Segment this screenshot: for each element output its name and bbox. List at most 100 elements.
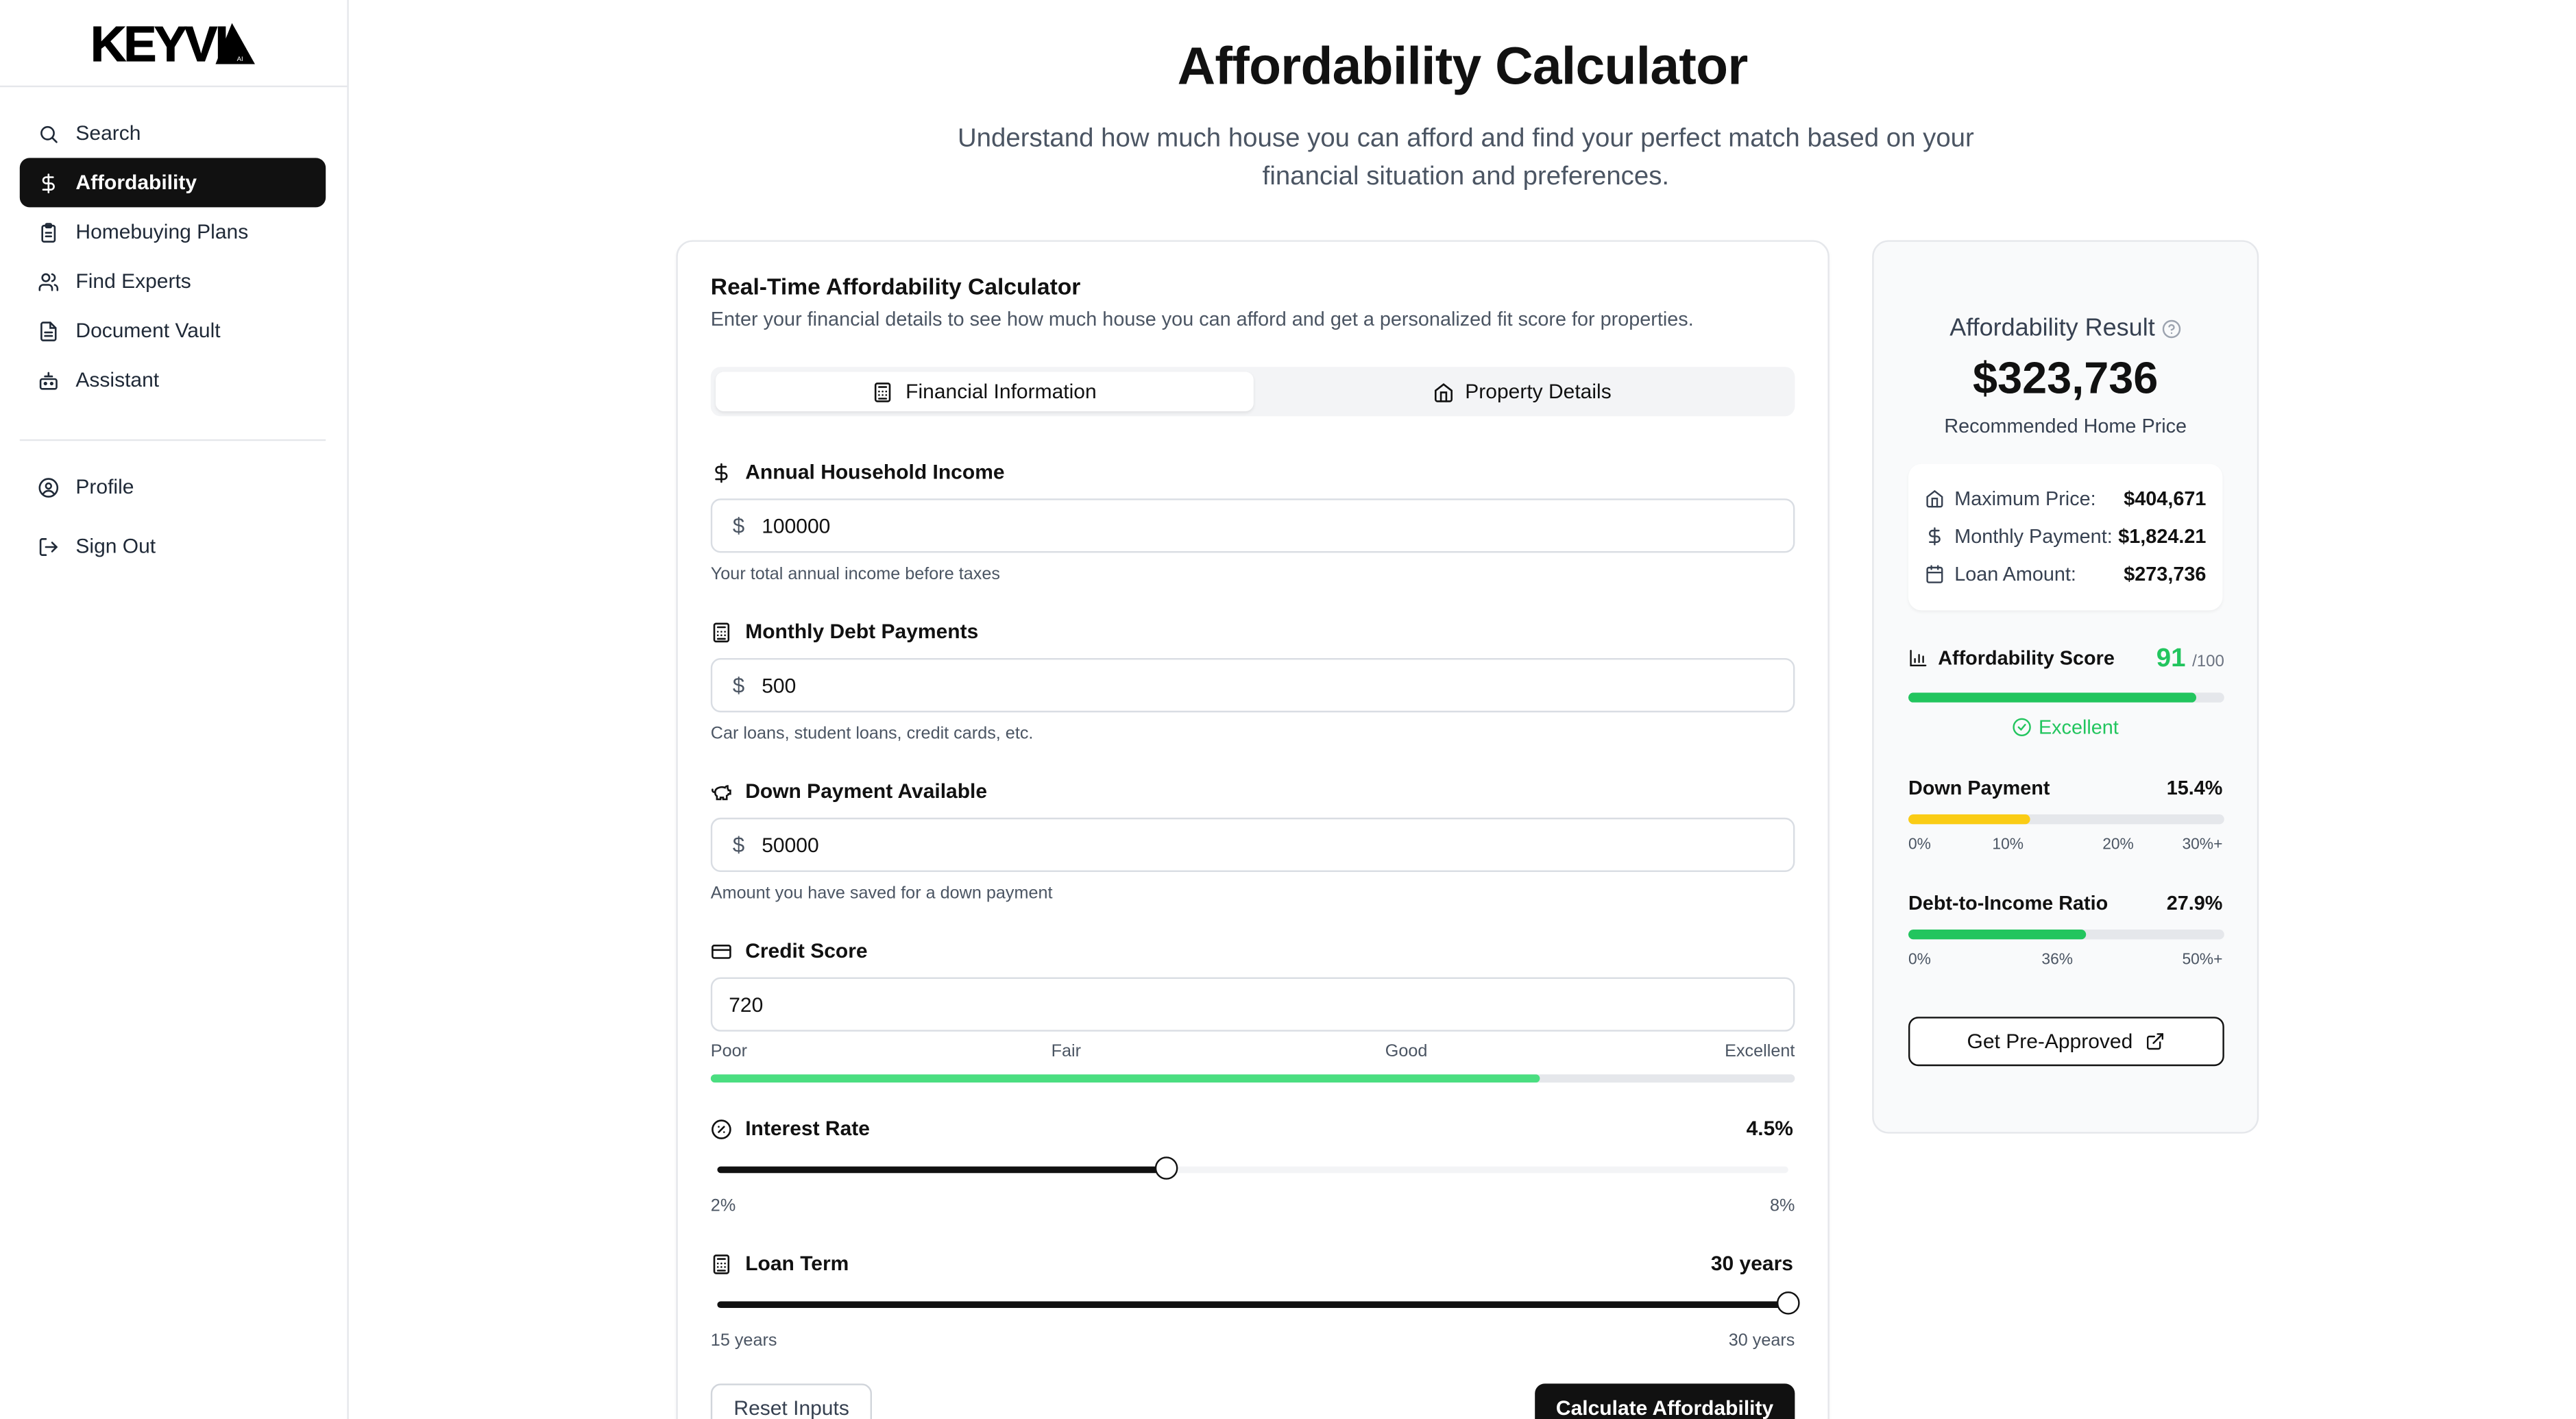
calculate-affordability-button[interactable]: Calculate Affordability xyxy=(1534,1383,1795,1419)
maximum-price-row: Maximum Price: $404,671 xyxy=(1925,485,2206,511)
piggy-bank-icon xyxy=(711,780,734,803)
dti-metric: Debt-to-Income Ratio 27.9% xyxy=(1908,892,2222,915)
dti-bar-fill xyxy=(1908,930,2086,940)
loan-amount-row: Loan Amount: $273,736 xyxy=(1925,561,2206,587)
scale-label-good: Good xyxy=(1385,1041,1428,1062)
affordability-score: 91 /100 xyxy=(2156,645,2224,675)
credit-score-input[interactable] xyxy=(712,993,1700,1016)
tab-label: Property Details xyxy=(1465,380,1612,403)
sidebar-item-label: Sign Out xyxy=(75,535,156,558)
bot-icon xyxy=(36,369,60,392)
tick-label: 0% xyxy=(1908,836,1931,854)
scale-label-fair: Fair xyxy=(1051,1041,1082,1062)
sidebar-item-find-experts[interactable]: Find Experts xyxy=(20,256,326,306)
sidebar-item-label: Profile xyxy=(75,475,134,499)
clipboard-icon xyxy=(36,221,60,244)
loan-term-slider-thumb[interactable] xyxy=(1777,1291,1800,1315)
calculator-icon xyxy=(711,620,734,644)
monthly-payment-row: Monthly Payment: $1,824.21 xyxy=(1925,523,2206,549)
sidebar-item-profile[interactable]: Profile xyxy=(20,462,326,511)
monthly-debt-input[interactable] xyxy=(762,673,1749,697)
scale-label-poor: Poor xyxy=(710,1041,748,1062)
sidebar-item-assistant[interactable]: Assistant xyxy=(20,355,326,404)
field-label-text: Annual Household Income xyxy=(745,461,1005,484)
affordability-score-bar xyxy=(1908,692,2224,703)
logo-suffix: AI xyxy=(237,56,243,63)
sidebar-item-document-vault[interactable]: Document Vault xyxy=(20,306,326,355)
sidebar-item-sign-out[interactable]: Sign Out xyxy=(20,522,326,571)
tab-label: Financial Information xyxy=(906,380,1097,403)
percent-badge-icon xyxy=(711,1117,734,1141)
slider-min-label: 15 years xyxy=(710,1331,777,1351)
dti-bar xyxy=(1908,930,2224,940)
down-payment-hint: Amount you have saved for a down payment xyxy=(710,883,1053,903)
slider-max-label: 30 years xyxy=(1728,1331,1795,1351)
row-value: $1,824.21 xyxy=(2118,524,2207,548)
users-icon xyxy=(36,270,60,293)
interest-rate-label: Interest Rate xyxy=(711,1117,870,1141)
calculator-tabs: Financial Information Property Details xyxy=(710,367,1795,417)
interest-rate-slider[interactable] xyxy=(717,1156,1788,1180)
score-rating: Excellent xyxy=(1874,716,2257,739)
tick-label: 10% xyxy=(1992,836,2024,854)
sidebar-item-homebuying-plans[interactable]: Homebuying Plans xyxy=(20,207,326,256)
dollar-icon xyxy=(1925,526,1946,547)
metric-value: 15.4% xyxy=(2166,776,2223,800)
credit-score-label: Credit Score xyxy=(711,939,868,962)
down-payment-metric: Down Payment 15.4% xyxy=(1908,777,2222,800)
sidebar-item-affordability[interactable]: Affordability xyxy=(19,158,326,208)
currency-symbol: $ xyxy=(732,672,745,698)
credit-score-bar-fill xyxy=(710,1074,1540,1083)
score-value: 91 xyxy=(2156,644,2186,673)
row-label: Maximum Price: xyxy=(1954,487,2096,510)
tick-label: 36% xyxy=(2041,951,2074,969)
interest-rate-range: 2% 8% xyxy=(711,1196,1795,1216)
file-icon xyxy=(36,319,60,343)
get-pre-approved-button[interactable]: Get Pre-Approved xyxy=(1908,1017,2224,1067)
credit-score-bar xyxy=(710,1074,1795,1083)
sidebar-item-label: Search xyxy=(75,121,141,145)
down-payment-input[interactable] xyxy=(762,833,1749,857)
metric-label: Debt-to-Income Ratio xyxy=(1908,891,2109,915)
down-payment-bar-fill xyxy=(1908,814,2030,825)
sidebar-item-label: Document Vault xyxy=(75,319,221,343)
tick-label: 50%+ xyxy=(2182,951,2223,969)
reset-inputs-button[interactable]: Reset Inputs xyxy=(710,1383,873,1419)
field-label-text: Down Payment Available xyxy=(745,779,988,803)
loan-term-range: 15 years 30 years xyxy=(711,1331,1795,1351)
interest-rate-value: 4.5% xyxy=(1746,1117,1793,1141)
tab-financial-information[interactable]: Financial Information xyxy=(716,372,1254,411)
row-value: $273,736 xyxy=(2124,562,2207,586)
loan-term-slider[interactable] xyxy=(717,1291,1800,1315)
loan-term-value: 30 years xyxy=(1710,1252,1793,1276)
tab-property-details[interactable]: Property Details xyxy=(1254,372,1790,411)
tick-label: 30%+ xyxy=(2182,836,2223,854)
recommended-price-label: Recommended Home Price xyxy=(1944,414,2187,438)
row-label: Monthly Payment: xyxy=(1954,524,2113,548)
annual-income-input[interactable] xyxy=(762,514,1749,537)
sidebar-item-label: Homebuying Plans xyxy=(75,220,249,244)
annual-income-label: Annual Household Income xyxy=(711,461,1005,484)
field-label-text: Credit Score xyxy=(745,939,868,962)
affordability-result-card: Affordability Result $323,736 Recommende… xyxy=(1872,240,2259,1134)
metric-value: 27.9% xyxy=(2166,891,2223,915)
tick-label: 0% xyxy=(1908,951,1931,969)
interest-rate-slider-thumb[interactable] xyxy=(1155,1156,1179,1180)
field-label-text: Loan Term xyxy=(745,1252,849,1276)
annual-income-hint: Your total annual income before taxes xyxy=(710,564,1000,585)
score-max: /100 xyxy=(2192,653,2224,672)
sidebar-divider xyxy=(19,439,326,441)
help-circle-icon[interactable] xyxy=(2161,318,2181,338)
calculator-description: Enter your financial details to see how … xyxy=(710,307,1694,331)
sidebar-item-label: Assistant xyxy=(75,368,160,392)
check-circle-icon xyxy=(2013,718,2032,737)
sidebar-item-label: Affordability xyxy=(75,171,197,195)
sidebar-item-search[interactable]: Search xyxy=(20,108,326,158)
currency-symbol: $ xyxy=(732,513,745,538)
logo-text: KEYVI xyxy=(90,20,226,64)
credit-score-field xyxy=(710,977,1795,1032)
credit-card-icon xyxy=(711,939,734,962)
keyvi-logo[interactable]: KEYVI AI xyxy=(90,16,255,72)
sidebar-divider-top xyxy=(0,85,348,88)
bar-chart-icon xyxy=(1908,647,1930,668)
